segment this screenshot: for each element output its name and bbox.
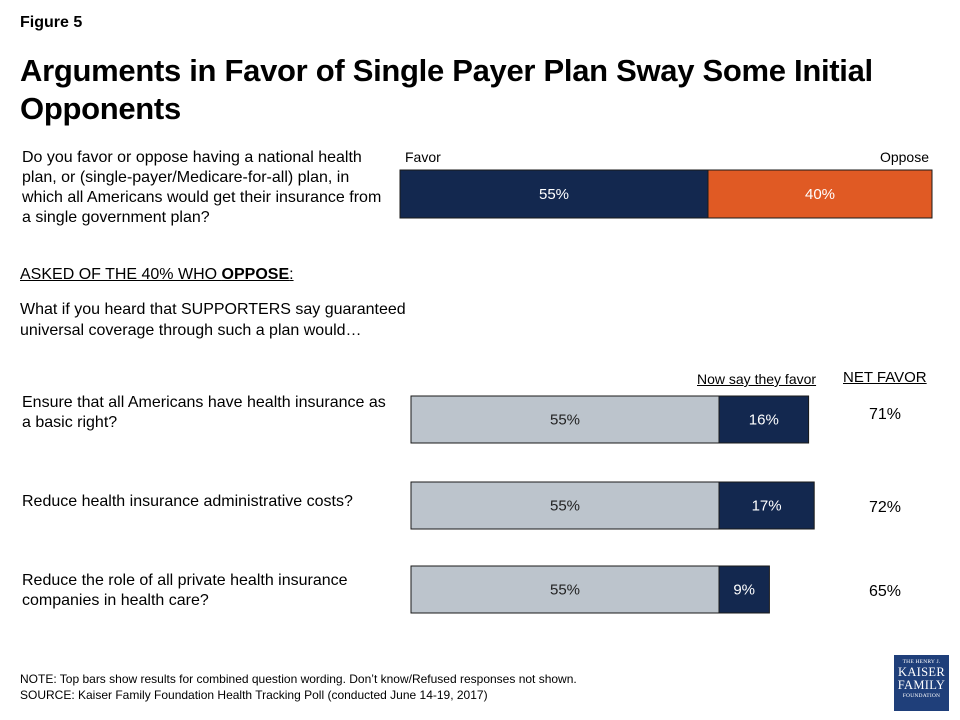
- source-text: SOURCE: Kaiser Family Foundation Health …: [20, 688, 488, 702]
- argument-label-1: Ensure that all Americans have health in…: [22, 394, 386, 431]
- now-favor-legend-label: Now say they favor: [697, 371, 817, 387]
- favor-legend-label: Favor: [405, 149, 441, 165]
- asked-of-label: ASKED OF THE 40% WHO OPPOSE:: [20, 266, 294, 284]
- bar-label-c1-r0-s1: 16%: [749, 412, 779, 429]
- logo-line-1: THE HENRY J.: [902, 659, 941, 665]
- net-favor-header: NET FAVOR: [843, 369, 927, 386]
- oppose-legend-label: Oppose: [879, 149, 929, 165]
- bar-c1-r1-s1: [718, 481, 815, 530]
- net-favor-value-1: 71%: [868, 406, 902, 423]
- bar-c1-r1-s0: [410, 481, 720, 530]
- logo-line-3: FAMILY: [897, 678, 946, 692]
- net-favor-value-3: 65%: [868, 583, 902, 600]
- logo-line-4: FOUNDATION: [902, 693, 941, 699]
- asked-prefix: ASKED OF THE 40% WHO: [20, 266, 222, 283]
- page-title: Arguments in Favor of Single Payer Plan …: [20, 53, 873, 126]
- argument-label-2: Reduce health insurance administrative c…: [22, 493, 353, 510]
- argument-label-3: Reduce the role of all private health in…: [22, 572, 348, 609]
- bar-c1-r0-s1: [718, 395, 810, 444]
- bar-label-c1-r1-s1: 17%: [752, 498, 782, 515]
- bar-label-c1-r2-s0: 55%: [550, 582, 580, 599]
- main-question: Do you favor or oppose having a national…: [22, 149, 382, 226]
- followup-question: What if you heard that SUPPORTERS say gu…: [20, 301, 406, 339]
- asked-suffix: :: [289, 266, 294, 283]
- logo-line-2: KAISER: [898, 665, 945, 679]
- kff-logo: THE HENRY J. KAISER FAMILY FOUNDATION: [894, 655, 949, 711]
- figure-label: Figure 5: [20, 14, 83, 31]
- bar-label-c1-r1-s0: 55%: [550, 498, 580, 515]
- bar-label-c1-r0-s0: 55%: [550, 412, 580, 429]
- bar-c1-r2-s1: [718, 565, 770, 614]
- bar-c1-r2-s0: [410, 565, 720, 614]
- bar-c0-r0-s1: [707, 169, 933, 219]
- bar-label-c0-r0-s0: 55%: [539, 186, 569, 203]
- note-text: NOTE: Top bars show results for combined…: [20, 672, 577, 686]
- bar-label-c1-r2-s1: 9%: [733, 582, 755, 599]
- asked-bold: OPPOSE: [221, 266, 290, 283]
- bar-label-c0-r0-s1: 40%: [805, 186, 835, 203]
- bar-c1-r0-s0: [410, 395, 720, 444]
- net-favor-value-2: 72%: [868, 499, 902, 516]
